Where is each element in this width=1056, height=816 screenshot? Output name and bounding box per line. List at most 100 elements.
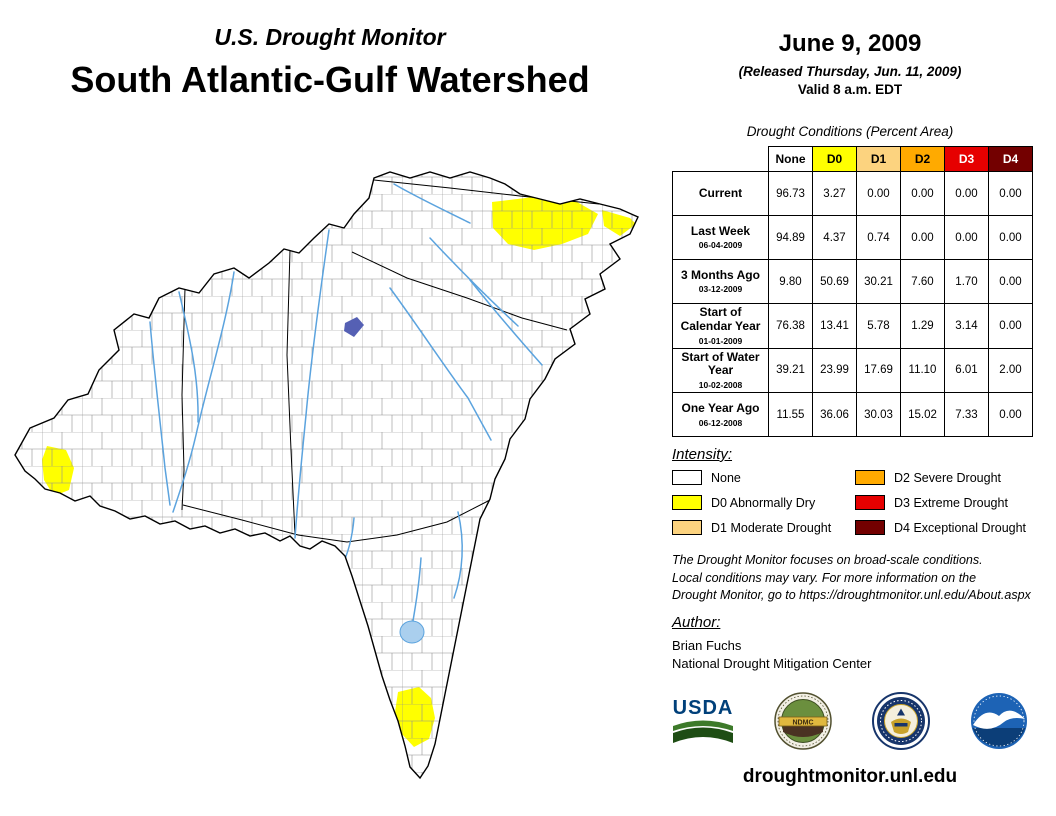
disclaimer-line: Drought Monitor, go to https://droughtmo… <box>672 588 1031 602</box>
column-header-d3: D3 <box>944 146 989 172</box>
value-cell: 0.00 <box>988 259 1033 304</box>
legend-item-d2: D2 Severe Drought <box>855 469 1026 486</box>
usda-logo: USDA <box>672 698 734 744</box>
legend-column-left: None D0 Abnormally Dry D1 Moderate Drought <box>672 469 831 544</box>
page-title: South Atlantic-Gulf Watershed <box>70 59 590 100</box>
value-cell: 30.03 <box>856 392 901 438</box>
legend-label: D4 Exceptional Drought <box>894 520 1027 535</box>
row-label: Start of Water Year 10-02-2008 <box>672 347 769 394</box>
legend-label: D0 Abnormally Dry <box>711 495 816 510</box>
value-cell: 36.06 <box>812 392 857 438</box>
release-date: (Released Thursday, Jun. 11, 2009) <box>738 64 962 79</box>
program-title: U.S. Drought Monitor <box>214 24 446 50</box>
row-label: One Year Ago 06-12-2008 <box>672 392 769 438</box>
column-header-d2: D2 <box>900 146 945 172</box>
column-header-none: None <box>768 146 813 172</box>
value-cell: 3.27 <box>812 171 857 216</box>
legend-swatch <box>855 520 885 535</box>
value-cell: 0.00 <box>900 171 945 216</box>
value-cell: 23.99 <box>812 347 857 394</box>
department-of-commerce-logo <box>872 692 930 750</box>
value-cell: 15.02 <box>900 392 945 438</box>
author-organization: National Drought Mitigation Center <box>672 656 872 671</box>
value-cell: 5.78 <box>856 303 901 349</box>
table-row: Current 96.73 3.27 0.00 0.00 0.00 0.00 <box>672 171 1033 216</box>
legend-swatch <box>855 495 885 510</box>
column-header-d1: D1 <box>856 146 901 172</box>
county-grid <box>15 172 638 778</box>
ndmc-logo-text: NDMC <box>793 720 814 727</box>
ndmc-seal-icon: NDMC <box>774 692 832 750</box>
usda-swoosh-icon <box>673 720 733 743</box>
row-label: 3 Months Ago 03-12-2009 <box>672 259 769 304</box>
value-cell: 6.01 <box>944 347 989 394</box>
date-block: June 9, 2009 (Released Thursday, Jun. 11… <box>672 30 1028 97</box>
legend-label: D1 Moderate Drought <box>711 520 832 535</box>
value-cell: 7.33 <box>944 392 989 438</box>
legend-label: None <box>711 470 741 485</box>
author-title: Author: <box>672 614 721 631</box>
logo-row: USDA NDMC <box>672 692 1028 750</box>
lake-okeechobee <box>399 620 425 644</box>
title-block: U.S. Drought Monitor South Atlantic-Gulf… <box>0 24 660 101</box>
row-label: Last Week 06-04-2009 <box>672 215 769 260</box>
disclaimer-line: The Drought Monitor focuses on broad-sca… <box>672 553 983 567</box>
legend-swatch <box>672 495 702 510</box>
disclaimer-line: Local conditions may vary. For more info… <box>672 570 977 585</box>
legend-item-d3: D3 Extreme Drought <box>855 494 1026 511</box>
value-cell: 0.00 <box>988 171 1033 216</box>
table-title: Drought Conditions (Percent Area) <box>746 124 954 139</box>
value-cell: 4.37 <box>812 215 857 260</box>
value-cell: 1.29 <box>900 303 945 349</box>
value-cell: 30.21 <box>856 259 901 304</box>
legend-swatch <box>672 520 702 535</box>
column-header-d4: D4 <box>988 146 1033 172</box>
legend-swatch <box>855 470 885 485</box>
value-cell: 76.38 <box>768 303 813 349</box>
value-cell: 13.41 <box>812 303 857 349</box>
value-cell: 0.00 <box>900 215 945 260</box>
legend-label: D2 Severe Drought <box>894 470 1002 485</box>
table-row: One Year Ago 06-12-2008 11.55 36.06 30.03 15.… <box>672 392 1033 438</box>
valid-time: Valid 8 a.m. EDT <box>797 82 903 97</box>
value-cell: 94.89 <box>768 215 813 260</box>
author-name: Brian Fuchs <box>672 638 742 653</box>
legend-item-d1: D1 Moderate Drought <box>672 519 831 536</box>
watershed-map <box>14 171 639 780</box>
noaa-logo <box>970 692 1028 750</box>
value-cell: 96.73 <box>768 171 813 216</box>
value-cell: 0.74 <box>856 215 901 260</box>
table-row: 3 Months Ago 03-12-2009 9.80 50.69 30.21 7.60… <box>672 259 1033 304</box>
disclaimer-text: The Drought Monitor focuses on broad-sca… <box>672 552 1031 605</box>
legend-item-d4: D4 Exceptional Drought <box>855 519 1026 536</box>
value-cell: 2.00 <box>988 347 1033 394</box>
legend-item-d0: D0 Abnormally Dry <box>672 494 831 511</box>
legend-title: Intensity: <box>672 446 733 463</box>
legend-swatch <box>672 470 702 485</box>
ndmc-logo: NDMC <box>774 692 832 750</box>
row-label: Start of Calendar Year 01-01-2009 <box>672 303 769 349</box>
table-header-row: None D0 D1 D2 D3 D4 <box>672 146 1033 172</box>
usda-logo-text: USDA <box>672 697 734 719</box>
map-date: June 9, 2009 <box>778 30 922 57</box>
table-row: Last Week 06-04-2009 94.89 4.37 0.74 0.00 0.00… <box>672 215 1033 260</box>
rivers <box>149 183 543 622</box>
value-cell: 50.69 <box>812 259 857 304</box>
value-cell: 0.00 <box>988 303 1033 349</box>
value-cell: 11.55 <box>768 392 813 438</box>
table-corner-cell <box>672 146 769 172</box>
value-cell: 39.21 <box>768 347 813 394</box>
value-cell: 9.80 <box>768 259 813 304</box>
value-cell: 0.00 <box>944 171 989 216</box>
row-label: Current <box>672 171 769 216</box>
value-cell: 3.14 <box>944 303 989 349</box>
drought-conditions-table: None D0 D1 D2 D3 D4 Current 96.73 3.27 0.00 0.00 0… <box>672 146 1033 438</box>
table-row: Start of Calendar Year 01-01-2009 76.38 13.… <box>672 303 1033 349</box>
value-cell: 11.10 <box>900 347 945 394</box>
table-row: Start of Water Year 10-02-2008 39.21 23.99 1… <box>672 347 1033 394</box>
legend-label: D3 Extreme Drought <box>894 495 1008 510</box>
column-header-d0: D0 <box>812 146 857 172</box>
value-cell: 17.69 <box>856 347 901 394</box>
value-cell: 0.00 <box>856 171 901 216</box>
